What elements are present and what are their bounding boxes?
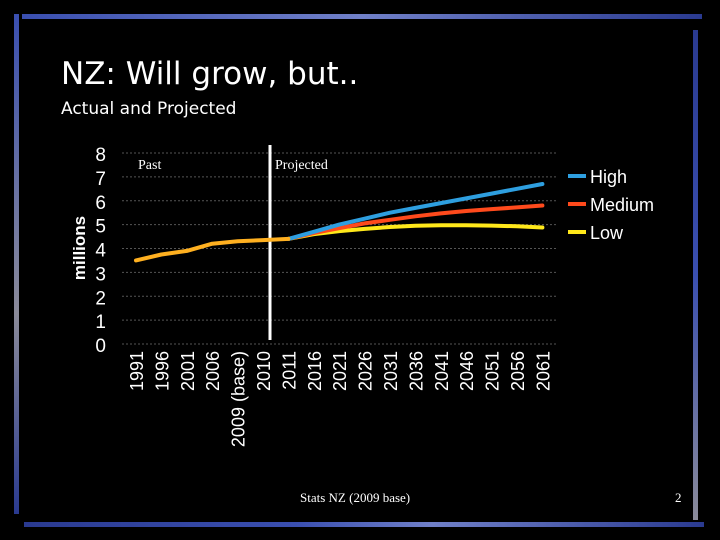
x-tick-label: 2056 bbox=[508, 351, 528, 391]
x-tick-label: 2061 bbox=[533, 351, 553, 391]
source-note: Stats NZ (2009 base) bbox=[300, 490, 411, 505]
y-tick-label: 7 bbox=[95, 169, 106, 190]
frame-right-bar bbox=[693, 30, 698, 520]
frame-bottom-bar bbox=[24, 522, 704, 527]
y-tick-label: 1 bbox=[95, 312, 106, 333]
x-tick-label: 1991 bbox=[127, 351, 147, 391]
legend-label-medium: Medium bbox=[590, 195, 654, 215]
y-tick-label: 2 bbox=[95, 288, 106, 309]
y-tick-label: 4 bbox=[95, 241, 106, 262]
x-tick-label: 2016 bbox=[305, 351, 325, 391]
x-tick-label: 1996 bbox=[152, 351, 172, 391]
x-tick-label: 2026 bbox=[356, 351, 376, 391]
past-label: Past bbox=[138, 158, 161, 173]
x-tick-label: 2011 bbox=[279, 351, 299, 390]
slide-subtitle: Actual and Projected bbox=[61, 99, 237, 119]
page-number: 2 bbox=[675, 490, 682, 505]
x-tick-label: 2021 bbox=[330, 351, 350, 391]
x-axis-ticks: 1991 1996 2001 2006 2009 (base) 2010 2011 2016 2… bbox=[127, 351, 553, 447]
y-axis-label: millions bbox=[70, 216, 89, 280]
y-tick-label: 6 bbox=[95, 193, 106, 214]
slide-title: NZ: Will grow, but.. bbox=[61, 56, 359, 92]
series-line-high bbox=[286, 182, 545, 241]
y-tick-label: 3 bbox=[95, 264, 106, 285]
series-lines bbox=[134, 182, 545, 263]
x-tick-label: 2010 bbox=[254, 351, 274, 391]
legend-label-low: Low bbox=[590, 223, 624, 243]
chart-legend: High Medium Low bbox=[568, 167, 654, 243]
frame-left-bar bbox=[14, 14, 19, 514]
y-tick-label: 5 bbox=[95, 217, 106, 238]
x-tick-label: 2046 bbox=[457, 351, 477, 391]
x-tick-label: 2041 bbox=[432, 351, 452, 391]
x-tick-label: 2036 bbox=[406, 351, 426, 391]
x-tick-label: 2009 (base) bbox=[229, 351, 249, 447]
frame-top-bar bbox=[22, 14, 702, 19]
legend-label-high: High bbox=[590, 167, 627, 187]
y-tick-label: 8 bbox=[95, 145, 106, 166]
chart-grid bbox=[122, 152, 556, 345]
projected-label: Projected bbox=[275, 158, 328, 173]
series-line-low bbox=[286, 223, 545, 241]
y-tick-label: 0 bbox=[95, 336, 106, 357]
x-tick-label: 2001 bbox=[178, 351, 198, 391]
x-tick-label: 2006 bbox=[203, 351, 223, 391]
x-tick-label: 2051 bbox=[483, 351, 503, 391]
y-axis-ticks: 0 1 2 34 5 6 7 8 bbox=[95, 145, 106, 357]
series-line-medium bbox=[286, 203, 545, 241]
series-line-past bbox=[134, 236, 291, 263]
x-tick-label: 2031 bbox=[381, 351, 401, 391]
